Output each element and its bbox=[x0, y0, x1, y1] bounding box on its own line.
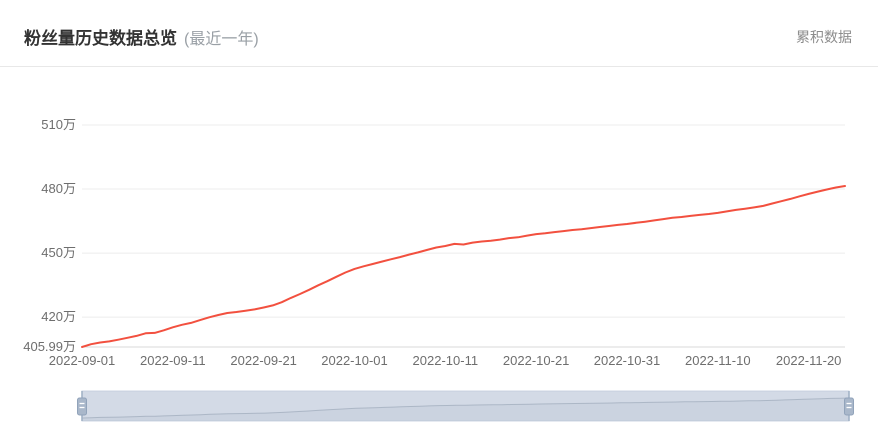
chart-subtitle: (最近一年) bbox=[184, 31, 259, 48]
y-axis-label: 480万 bbox=[41, 181, 76, 197]
x-axis-label: 2022-09-21 bbox=[230, 353, 297, 368]
x-axis-label: 2022-09-01 bbox=[48, 353, 116, 368]
y-axis-label: 405.99万 bbox=[23, 339, 76, 354]
datazoom-shadow-area bbox=[82, 398, 849, 421]
card-header: 粉丝量历史数据总览 (最近一年) 累积数据 bbox=[0, 0, 878, 67]
datazoom-shadow-line bbox=[81, 397, 850, 419]
slider-handle-right[interactable] bbox=[844, 397, 854, 416]
y-axis-label: 510万 bbox=[41, 117, 76, 132]
x-axis-label: 2022-11-20 bbox=[775, 353, 842, 368]
page-title: 粉丝量历史数据总览 (最近一年) bbox=[24, 24, 259, 49]
x-axis-label: 2022-09-11 bbox=[140, 353, 206, 368]
x-axis-label: 2022-10-01 bbox=[321, 353, 388, 368]
chart-title: 粉丝量历史数据总览 bbox=[24, 29, 177, 48]
fans-series-line bbox=[81, 185, 846, 348]
cumulative-data-label: 累积数据 bbox=[796, 29, 852, 45]
x-axis-label: 2022-10-21 bbox=[502, 353, 570, 368]
x-axis-label: 2022-11-10 bbox=[685, 353, 751, 368]
y-axis-label: 420万 bbox=[41, 309, 76, 325]
y-axis-label: 450万 bbox=[41, 245, 76, 261]
x-axis-label: 2022-10-31 bbox=[593, 353, 661, 368]
x-axis-label: 2022-10-11 bbox=[412, 353, 479, 368]
slider-handle-left[interactable] bbox=[77, 397, 87, 416]
datazoom-filler[interactable] bbox=[82, 391, 849, 421]
